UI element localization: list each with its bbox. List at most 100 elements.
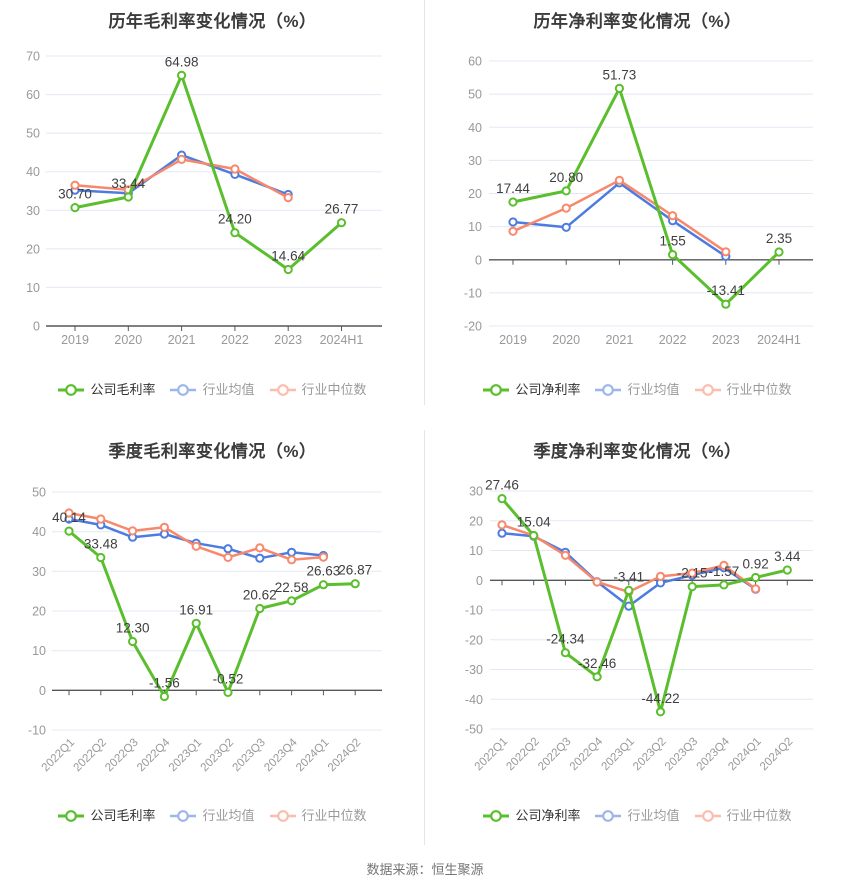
data-point-company [668,250,678,260]
legend-item-company[interactable]: 公司净利率 [483,382,580,398]
y-axis-label: 0 [476,574,483,588]
data-point-industry_median [668,211,678,221]
value-label: 51.73 [603,67,637,82]
x-axis-label: 2023 [712,333,740,347]
charts-row-annual: 0 10 20 30 40 50 60 70 2019 2020 2021 2022 2023 2024H… [0,0,850,405]
data-point-company [592,672,602,682]
legend-item-label: 公司净利率 [515,382,581,397]
data-point-industry_median [159,522,169,532]
line-series-icon [694,810,721,822]
y-axis-label: -10 [464,286,482,300]
legend-item-industry_avg[interactable]: 行业均值 [595,808,680,824]
data-point-industry_median [255,543,265,553]
chart-title-annual-net-margin: 历年净利率变化情况（%） [533,12,742,31]
data-point-industry_median [614,175,624,185]
legend-item-company[interactable]: 公司毛利率 [58,382,155,398]
value-label: 14.64 [271,249,305,264]
legend-item-industry_avg[interactable]: 行业均值 [170,382,255,398]
y-axis-label: 30 [32,565,46,579]
data-point-company [318,580,328,590]
value-label: 15.04 [517,515,551,530]
data-point-industry_median [177,154,187,164]
line-series-icon [483,810,510,822]
x-axis-label: 2023Q4 [262,736,300,774]
y-axis-label: -40 [465,693,483,707]
value-label: -1.57 [709,564,740,579]
quarterly-gross-margin-chart: -10010203040502022Q12022Q22022Q32022Q420… [28,486,382,774]
x-axis-label: 2023Q3 [230,737,267,774]
y-axis-label: 50 [468,88,482,102]
data-point-company [230,228,240,238]
value-label: 2.35 [766,231,792,246]
y-axis-label: -20 [465,633,483,647]
y-axis-label: 60 [468,55,482,69]
value-label: 40.14 [52,510,86,525]
data-point-industry_median [687,568,697,578]
y-axis-label: 20 [469,514,483,528]
y-axis-label: -10 [465,604,483,618]
value-label: 33.48 [84,537,118,552]
value-label: 12.30 [116,621,150,636]
legend-quarterly-gross-margin: 公司毛利率 行业均值 行业中位数 [0,808,425,824]
data-point-industry_median [561,203,571,213]
y-axis-label: 30 [469,485,483,499]
legend-item-company[interactable]: 公司净利率 [483,808,580,824]
legend-item-label: 行业均值 [202,808,255,823]
line-series-icon [170,810,197,822]
value-label: -32.46 [578,656,616,671]
x-axis-label: 2022 [221,333,249,347]
panel-quarterly-gross-margin: -10 0 10 20 30 40 50 2022Q1 2022Q2 2022Q3 2022Q4 20… [0,430,425,845]
legend-item-label: 行业中位数 [726,808,792,823]
y-axis-label: 0 [33,320,40,334]
x-axis-label: 2020 [552,333,580,347]
legend-item-label: 公司毛利率 [90,382,156,397]
data-point-industry_median [318,552,328,562]
data-point-company [614,83,624,94]
value-label: -1.56 [149,676,180,691]
legend-item-label: 公司净利率 [515,808,581,823]
legend-item-industry_median[interactable]: 行业中位数 [269,382,367,398]
value-label: -24.34 [546,632,585,647]
line-series-icon [694,384,721,396]
legend-item-industry_median[interactable]: 行业中位数 [269,808,367,824]
data-point-company [159,691,169,702]
legend-item-industry_avg[interactable]: 行业均值 [595,382,680,398]
data-point-industry_median [751,584,761,594]
line-series-icon [483,384,510,396]
x-axis-label: 2022Q3 [103,737,140,774]
data-point-company [529,530,539,541]
value-label: -0.52 [213,671,244,686]
annual-gross-margin-chart: 0 10 20 30 40 50 60 70 2019 2020 2021 2022 2023 2024H… [26,50,382,347]
data-point-industry_avg [287,547,297,557]
data-point-company [497,494,507,504]
value-label: -3.41 [613,569,644,584]
annual-net-margin-chart: -20 -10 0 10 20 30 40 50 60 2019 2020 2021 2022 2023 2… [464,55,813,347]
series-line-company [68,529,356,698]
legend-item-industry_median[interactable]: 行业中位数 [694,808,792,824]
data-point-company [177,70,187,81]
value-label: 26.87 [338,563,372,578]
y-axis-label: 70 [26,50,40,64]
legend-item-industry_avg[interactable]: 行业均值 [170,808,255,824]
y-axis-label: 40 [468,121,482,135]
data-point-industry_median [96,514,106,524]
line-series-icon [58,810,85,822]
y-axis-label: -20 [464,320,482,334]
legend-item-company[interactable]: 公司毛利率 [58,808,155,824]
x-axis-label: 2024H1 [320,333,364,347]
value-label: 24.20 [218,212,252,227]
data-point-industry_median [592,577,602,587]
x-axis-label: 2019 [61,333,89,347]
x-axis-label: 2019 [499,333,527,347]
data-point-company [128,636,138,647]
x-axis-label: 2024Q2 [758,736,795,773]
legend-item-industry_median[interactable]: 行业中位数 [694,382,792,398]
y-axis-label: 0 [475,253,482,267]
chart-title-annual-gross-margin: 历年毛利率变化情况（%） [108,12,317,31]
quarterly-net-margin-chart: -50 -40 -30 -20 -10 0 10 20 30 2022Q12022Q22022Q3… [465,478,813,773]
data-source-note: 数据来源：恒生聚源 [366,862,484,877]
data-point-industry_median [64,508,74,518]
x-axis-label: 2024Q2 [326,737,363,774]
value-label: 27.46 [485,478,519,493]
